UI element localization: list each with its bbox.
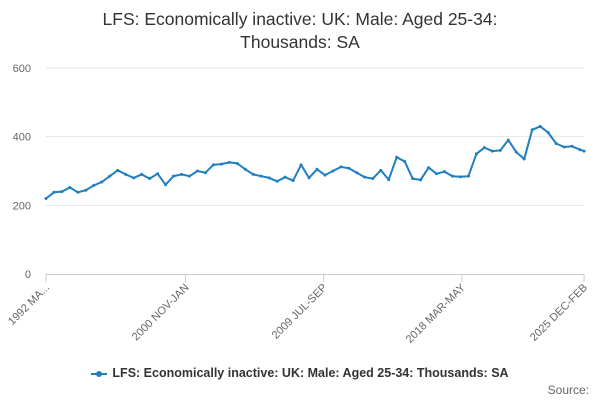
y-tick-label: 600: [13, 63, 31, 75]
data-point: [323, 173, 327, 177]
data-point: [506, 138, 510, 142]
data-point: [164, 183, 168, 187]
data-point: [76, 190, 80, 194]
data-point: [530, 128, 534, 132]
data-point: [538, 124, 542, 128]
data-point: [211, 163, 215, 167]
data-point: [267, 176, 271, 180]
data-point: [387, 178, 391, 182]
data-point: [291, 179, 295, 183]
data-point: [92, 183, 96, 187]
data-point: [283, 175, 287, 179]
data-point: [195, 169, 199, 173]
data-point: [331, 169, 335, 173]
data-point: [474, 152, 478, 156]
data-point: [307, 176, 311, 180]
legend-label: LFS: Economically inactive: UK: Male: Ag…: [112, 366, 509, 380]
data-point: [275, 179, 279, 183]
x-tick-label: 2000 NOV-JAN: [130, 282, 192, 344]
data-point: [84, 188, 88, 192]
data-point: [435, 172, 439, 176]
data-point: [403, 159, 407, 163]
legend-swatch: [91, 369, 108, 379]
data-point: [514, 150, 518, 154]
x-tick-label: 2018 MAR-MAY: [404, 281, 469, 346]
data-point: [179, 172, 183, 176]
chart-title-line-2: Thousands: SA: [240, 32, 360, 52]
data-point: [315, 167, 319, 171]
data-point: [411, 177, 415, 181]
data-point: [466, 174, 470, 178]
data-point: [582, 149, 586, 153]
series-line: [45, 125, 585, 200]
data-point: [156, 172, 160, 176]
data-point: [187, 174, 191, 178]
data-point: [371, 177, 375, 181]
data-point: [347, 166, 351, 170]
data-point: [458, 175, 462, 179]
data-point: [522, 157, 526, 161]
data-point: [52, 190, 56, 194]
data-point: [68, 185, 72, 189]
x-tick-label: 1992 MA...: [6, 282, 52, 328]
data-point: [100, 180, 104, 184]
data-point: [363, 175, 367, 179]
data-point: [379, 168, 383, 172]
data-point: [482, 146, 486, 150]
y-tick-label: 400: [13, 132, 31, 144]
data-point: [395, 155, 399, 159]
legend[interactable]: LFS: Economically inactive: UK: Male: Ag…: [0, 366, 600, 380]
data-point: [299, 163, 303, 167]
data-point: [339, 165, 343, 169]
data-point: [498, 148, 502, 152]
data-point: [116, 168, 120, 172]
chart-title-line-1: LFS: Economically inactive: UK: Male: Ag…: [102, 9, 498, 29]
data-point: [172, 174, 176, 178]
data-point: [259, 174, 263, 178]
data-point: [419, 178, 423, 182]
data-point: [251, 172, 255, 176]
data-point: [132, 176, 136, 180]
data-point: [443, 170, 447, 174]
legend-swatch-dot: [96, 370, 103, 377]
data-point: [562, 145, 566, 149]
data-point: [148, 177, 152, 181]
data-point: [243, 167, 247, 171]
y-tick-label: 0: [25, 269, 31, 281]
data-point: [140, 172, 144, 176]
data-point: [427, 166, 431, 170]
data-point: [570, 144, 574, 148]
data-point: [44, 196, 48, 200]
chart-title: LFS: Economically inactive: UK: Male: Ag…: [0, 8, 600, 54]
data-point: [60, 190, 64, 194]
data-point: [450, 174, 454, 178]
data-point: [546, 131, 550, 135]
source-label: Source:: [547, 383, 589, 397]
data-point: [203, 171, 207, 175]
data-point: [578, 148, 582, 152]
data-point: [227, 160, 231, 164]
x-tick-label: 2025 DEC-FEB: [528, 282, 590, 344]
data-point: [355, 171, 359, 175]
data-point: [235, 161, 239, 165]
data-point: [219, 162, 223, 166]
y-tick-label: 200: [13, 200, 31, 212]
data-point: [108, 174, 112, 178]
data-point: [490, 149, 494, 153]
data-point: [554, 142, 558, 146]
x-tick-label: 2009 JUL-SEP: [270, 282, 330, 342]
data-point: [124, 172, 128, 176]
